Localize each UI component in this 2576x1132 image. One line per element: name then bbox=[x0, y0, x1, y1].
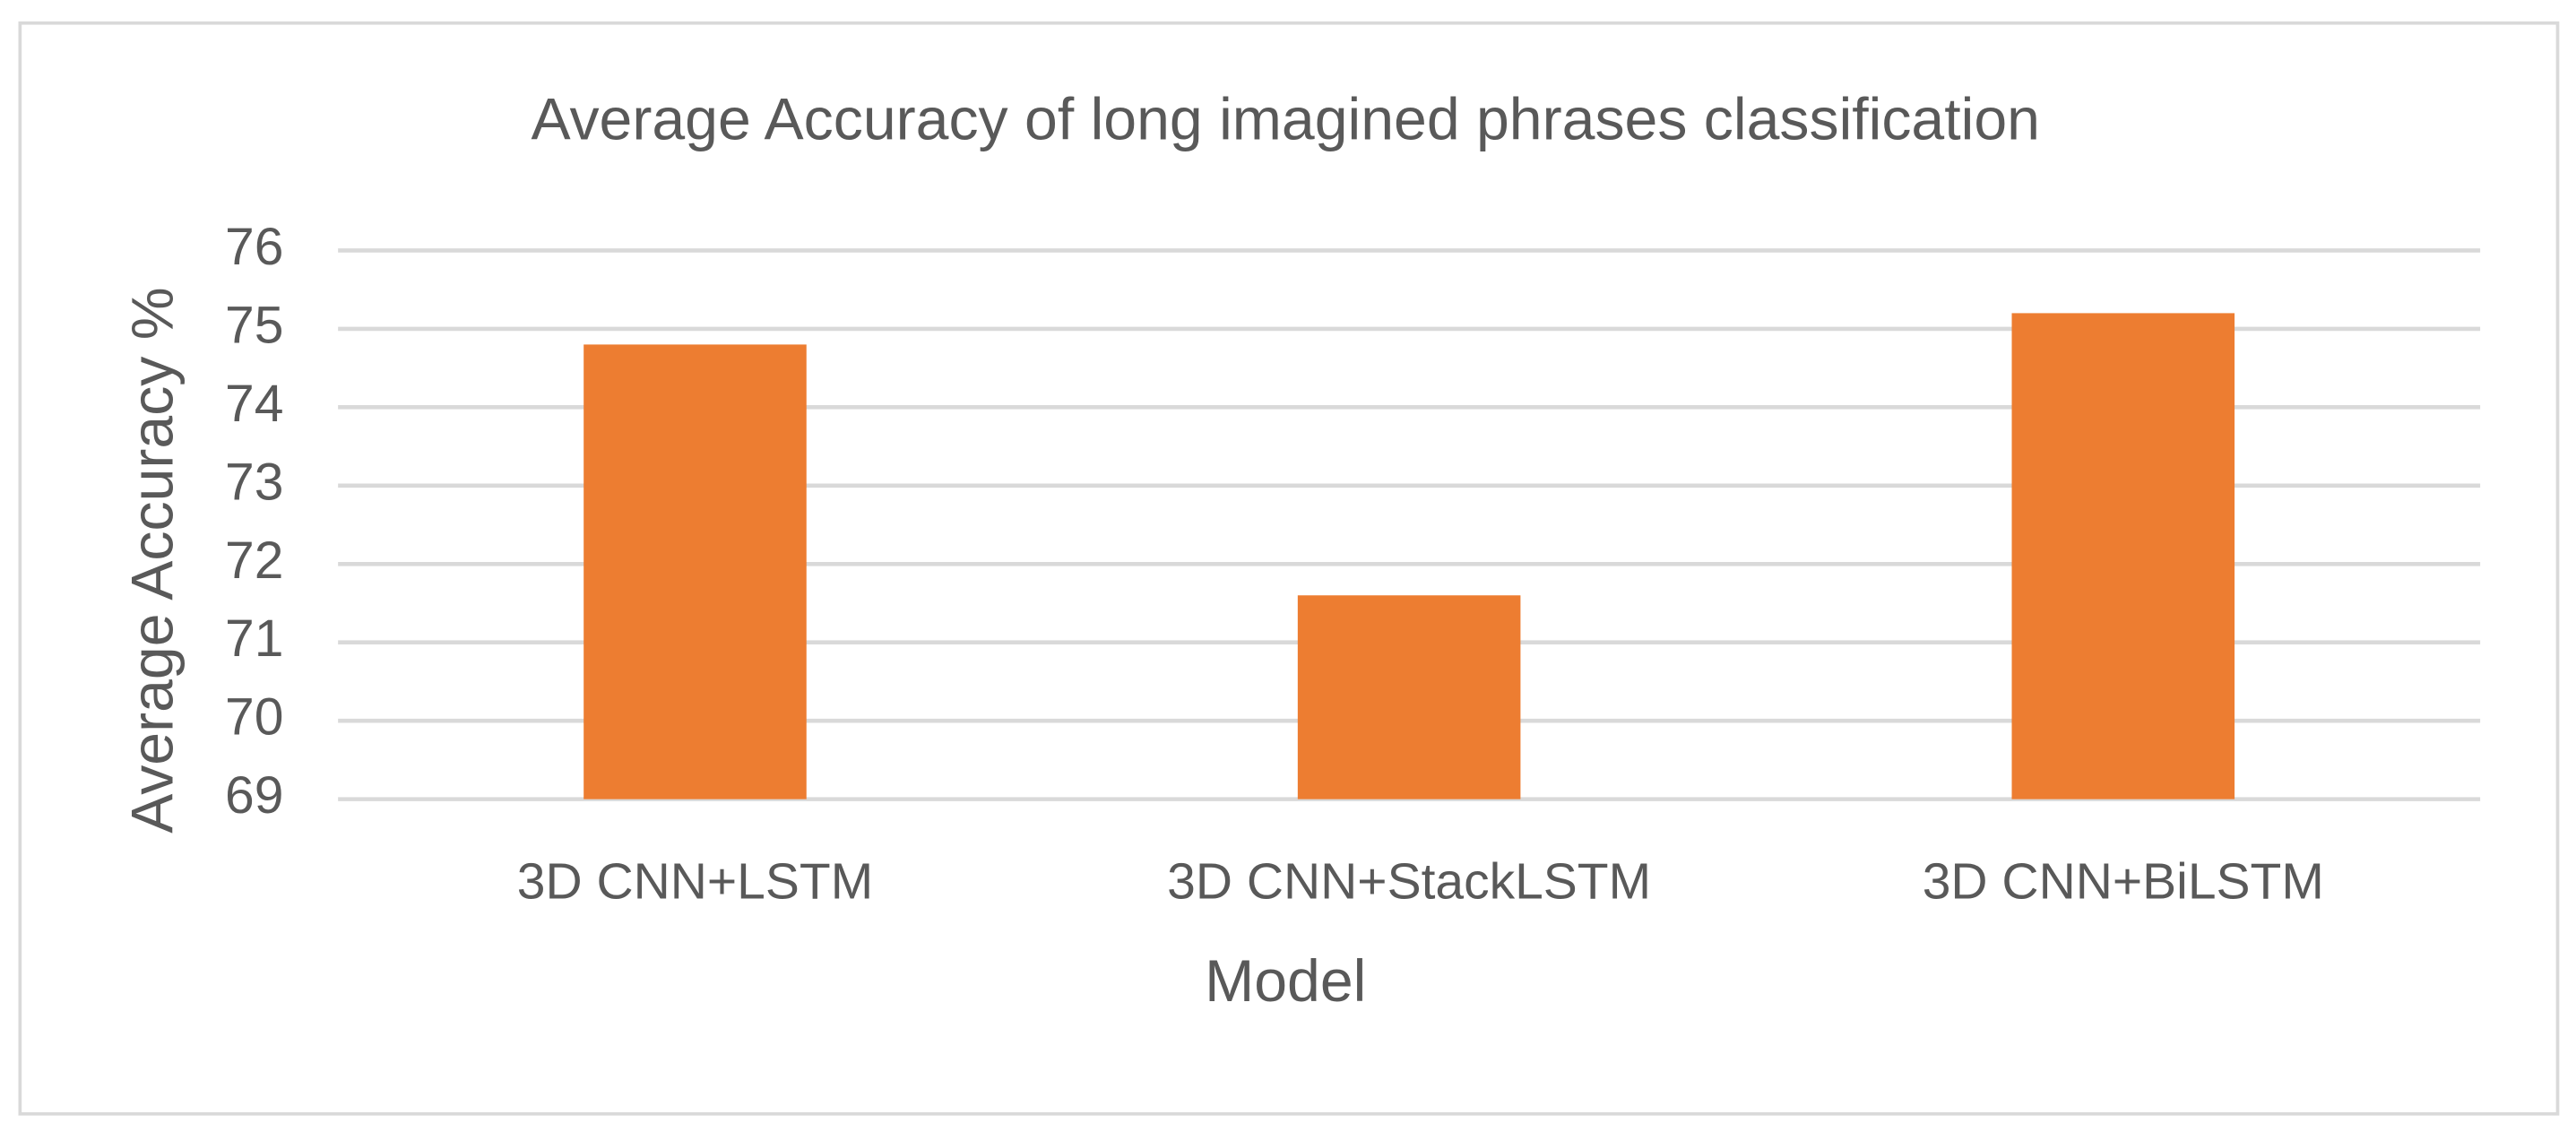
y-tick-label: 73 bbox=[225, 453, 283, 511]
y-tick-label: 69 bbox=[225, 766, 283, 825]
chart-title: Average Accuracy of long imagined phrase… bbox=[532, 86, 2040, 152]
y-tick-label: 71 bbox=[225, 609, 283, 668]
y-axis-label: Average Accuracy % bbox=[119, 287, 186, 833]
y-tick-label: 72 bbox=[225, 531, 283, 590]
y-tick-label: 74 bbox=[225, 375, 283, 433]
bar bbox=[2011, 313, 2235, 799]
x-tick-label: 3D CNN+LSTM bbox=[517, 852, 873, 910]
bar bbox=[1297, 595, 1521, 799]
bar bbox=[583, 344, 807, 799]
x-tick-label: 3D CNN+StackLSTM bbox=[1167, 852, 1651, 910]
y-tick-label: 76 bbox=[225, 218, 283, 276]
x-tick-label: 3D CNN+BiLSTM bbox=[1923, 852, 2324, 910]
y-tick-label: 75 bbox=[225, 296, 283, 354]
y-tick-label: 70 bbox=[225, 688, 283, 747]
x-axis-label: Model bbox=[1205, 948, 1366, 1015]
